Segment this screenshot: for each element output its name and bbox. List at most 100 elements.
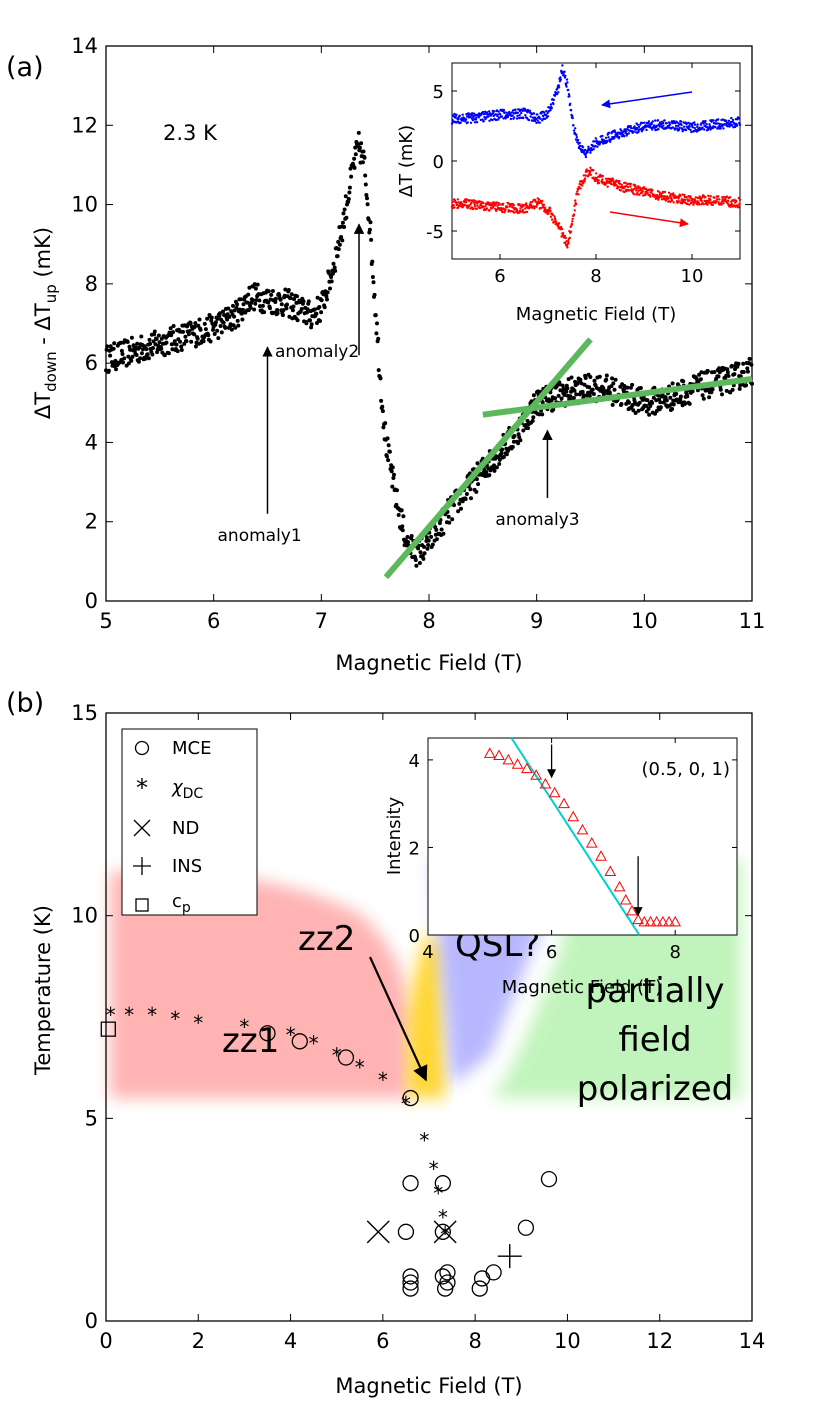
data-point — [337, 242, 342, 247]
data-point — [379, 398, 384, 403]
inset-data-point — [455, 203, 459, 207]
y-tick-label: 6 — [85, 351, 98, 375]
data-point — [171, 324, 176, 328]
data-point — [716, 374, 721, 379]
data-point — [724, 388, 729, 393]
inset-data-point — [550, 218, 554, 221]
data-point — [330, 271, 335, 276]
inset-data-point — [677, 197, 680, 200]
inset-data-point — [675, 196, 678, 199]
inset-data-point — [579, 187, 582, 190]
inset-data-point — [516, 114, 519, 118]
data-point — [371, 280, 376, 285]
inset-data-point — [735, 124, 739, 127]
inset-a-background — [451, 62, 741, 260]
inset-data-point — [713, 196, 716, 199]
x-tick-label: 2 — [192, 1329, 205, 1353]
inset-data-point — [645, 128, 648, 132]
inset-data-point — [706, 203, 709, 206]
inset-data-point — [625, 130, 628, 133]
inset-data-point — [618, 179, 621, 183]
x-tick-label: 6 — [376, 1329, 389, 1353]
data-point — [749, 362, 754, 367]
inset-data-point — [718, 122, 721, 126]
data-point — [312, 307, 317, 312]
data-point — [193, 321, 198, 326]
data-point — [141, 347, 145, 352]
inset-data-point — [593, 179, 597, 183]
chi-point: * — [286, 1023, 296, 1047]
data-point — [359, 141, 364, 146]
inset-triangle-point — [638, 915, 651, 927]
inset-data-point — [543, 111, 546, 114]
inset-data-point — [700, 122, 703, 125]
data-point — [516, 441, 521, 446]
data-point — [218, 324, 223, 328]
data-point — [409, 534, 414, 538]
inset-data-point — [554, 218, 557, 222]
data-point — [678, 394, 683, 399]
data-point — [329, 275, 334, 279]
chi-point: * — [239, 1015, 249, 1039]
data-point — [559, 396, 564, 401]
data-point — [392, 472, 396, 477]
data-point — [658, 405, 663, 410]
data-point — [389, 469, 394, 474]
data-point — [383, 421, 388, 426]
data-point — [322, 305, 327, 310]
data-point — [374, 331, 379, 336]
data-point — [720, 392, 724, 397]
data-point — [129, 358, 134, 363]
y-tick-label: 0 — [85, 589, 98, 613]
inset-data-point — [549, 103, 553, 106]
inset-data-point — [456, 198, 459, 201]
inset-data-point — [474, 118, 478, 121]
inset-data-point — [452, 203, 455, 207]
data-point — [319, 310, 324, 315]
data-point — [604, 377, 609, 382]
data-point — [188, 321, 193, 326]
data-point — [319, 298, 324, 303]
data-point — [341, 211, 346, 216]
data-point — [390, 484, 395, 489]
inset-data-point — [707, 126, 711, 130]
data-point — [352, 165, 357, 170]
inset-data-point — [500, 207, 503, 210]
inset-data-point — [553, 221, 556, 224]
inset-data-point — [703, 199, 706, 203]
inset-data-point — [488, 119, 491, 123]
inset-data-point — [696, 123, 699, 126]
data-point — [197, 317, 202, 322]
data-point — [314, 311, 319, 316]
data-point — [285, 302, 289, 307]
inset-data-point — [464, 118, 468, 121]
inset-data-point — [522, 116, 525, 120]
inset-triangle-point — [669, 915, 682, 927]
data-point — [370, 259, 375, 264]
data-point — [159, 346, 164, 351]
data-point — [127, 344, 132, 349]
inset-data-point — [660, 122, 663, 126]
mce-point — [473, 1270, 491, 1287]
data-point — [255, 282, 260, 287]
y-tick-label: 5 — [433, 82, 444, 103]
data-point — [278, 297, 283, 302]
data-point — [386, 443, 391, 448]
inset-data-point — [702, 203, 705, 206]
data-point — [225, 317, 230, 322]
data-point — [504, 452, 509, 457]
red-sweep-arrow — [609, 211, 689, 228]
inset-b-ylabel: Intensity — [384, 796, 405, 875]
data-point — [562, 393, 567, 398]
inset-data-point — [495, 109, 499, 112]
data-point — [235, 318, 240, 323]
mce-point — [517, 1219, 535, 1236]
data-point — [587, 385, 592, 390]
data-point — [372, 292, 377, 297]
inset-fit-line — [510, 737, 641, 936]
data-point — [500, 447, 505, 452]
y-tick-label: 2 — [409, 838, 420, 859]
data-point — [373, 313, 378, 318]
inset-data-point — [538, 121, 541, 124]
